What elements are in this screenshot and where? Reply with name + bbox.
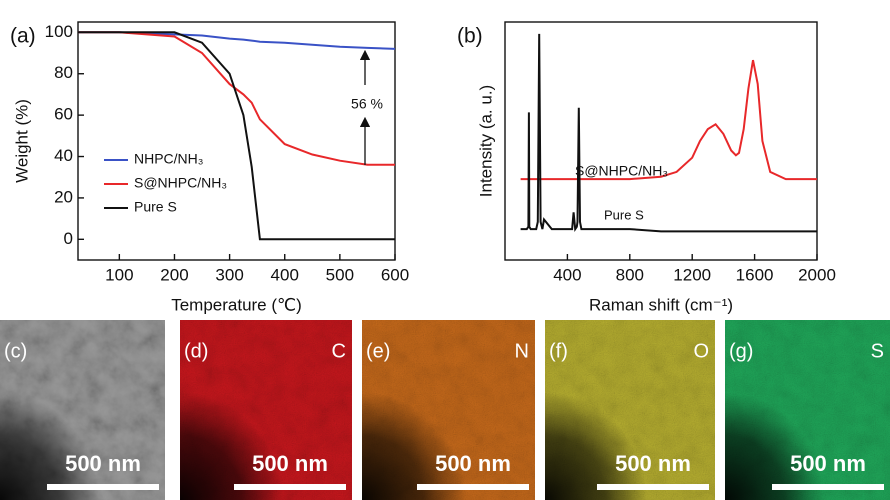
- y-tick-label: 60: [54, 105, 73, 124]
- y-tick-label: 0: [64, 229, 73, 248]
- x-tick-label: 1200: [673, 265, 711, 284]
- x-tick-label: 800: [616, 265, 644, 284]
- x-axis-label: Raman shift (cm⁻¹): [589, 295, 733, 314]
- y-tick-label: 40: [54, 146, 73, 165]
- image-panel: (c) 500 nm: [0, 320, 165, 500]
- image-shadow: [180, 320, 352, 500]
- series-line: [520, 59, 817, 181]
- series-label: S@NHPC/NH₃: [575, 163, 668, 179]
- image-panel: (f) O 500 nm: [545, 320, 715, 500]
- x-axis-label: Temperature (℃): [171, 295, 302, 314]
- element-label: O: [693, 340, 709, 362]
- image-shadow: [725, 320, 890, 500]
- x-tick-label: 400: [553, 265, 581, 284]
- element-label: C: [332, 340, 346, 362]
- panel-label: (a): [10, 25, 36, 48]
- image-shadow: [0, 320, 165, 500]
- element-label: N: [515, 340, 529, 362]
- scale-bar-label: 500 nm: [252, 451, 328, 476]
- panel-label: (e): [366, 340, 390, 362]
- x-tick-label: 500: [326, 265, 354, 284]
- image-panel: (e) N 500 nm: [362, 320, 535, 500]
- x-tick-label: 200: [160, 265, 188, 284]
- element-label: S: [871, 340, 884, 362]
- x-tick-label: 300: [215, 265, 243, 284]
- image-shadow: [545, 320, 715, 500]
- scale-bar-label: 500 nm: [615, 451, 691, 476]
- x-tick-label: 100: [105, 265, 133, 284]
- series-line: [78, 31, 396, 50]
- y-tick-label: 100: [45, 22, 73, 41]
- panel-label: (c): [4, 340, 27, 362]
- annotation: 56 %: [351, 96, 383, 112]
- image-panel: (g) S 500 nm: [725, 320, 890, 500]
- image-shadow: [362, 320, 535, 500]
- x-tick-label: 1600: [736, 265, 774, 284]
- scale-bar: [597, 484, 709, 490]
- legend-label: NHPC/NH₃: [134, 151, 203, 167]
- y-axis-label: Intensity (a. u.): [476, 85, 495, 197]
- series-label: Pure S: [604, 207, 644, 222]
- scale-bar: [417, 484, 529, 490]
- series-line: [78, 31, 395, 241]
- scale-bar: [772, 484, 884, 490]
- legend-label: Pure S: [134, 199, 177, 215]
- scale-bar-label: 500 nm: [790, 451, 866, 476]
- y-tick-label: 20: [54, 187, 73, 206]
- x-tick-label: 600: [381, 265, 409, 284]
- scale-bar: [234, 484, 346, 490]
- plot-frame: [504, 21, 818, 261]
- plot-frame: [77, 21, 396, 261]
- scale-bar: [47, 484, 159, 490]
- x-tick-label: 400: [271, 265, 299, 284]
- image-panel: (d) C 500 nm: [180, 320, 352, 500]
- series-line: [520, 33, 817, 233]
- panel-label: (d): [184, 340, 208, 362]
- scale-bar-label: 500 nm: [435, 451, 511, 476]
- x-tick-label: 2000: [798, 265, 836, 284]
- y-tick-label: 80: [54, 63, 73, 82]
- series-line: [78, 31, 395, 166]
- scale-bar-label: 500 nm: [65, 451, 141, 476]
- legend-label: S@NHPC/NH₃: [134, 175, 227, 191]
- y-axis-label: Weight (%): [12, 99, 31, 183]
- panel-label: (f): [549, 340, 568, 362]
- panel-label: (b): [457, 25, 483, 48]
- panel-label: (g): [729, 340, 753, 362]
